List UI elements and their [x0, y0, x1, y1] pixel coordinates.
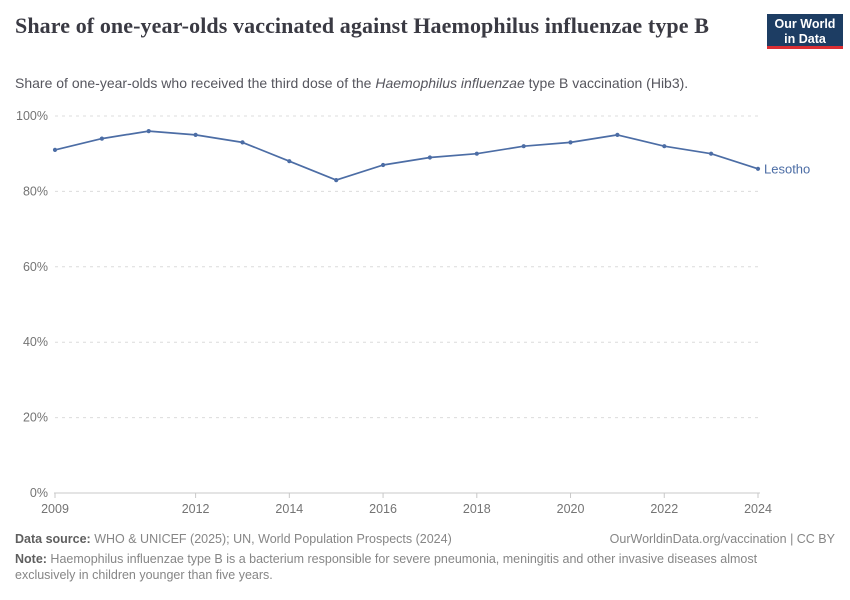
y-axis-tick-label: 100% [16, 109, 48, 123]
data-source: Data source: WHO & UNICEF (2025); UN, Wo… [15, 531, 452, 547]
data-point[interactable] [146, 129, 151, 134]
owid-url-link[interactable]: OurWorldinData.org/vaccination | CC BY [609, 532, 835, 546]
chart-subtitle-text-2: type B vaccination (Hib3). [524, 75, 689, 91]
y-axis-tick-label: 0% [30, 486, 48, 500]
x-axis-tick-label: 2014 [275, 502, 303, 516]
y-axis-tick-label: 60% [23, 260, 48, 274]
data-line[interactable] [54, 130, 759, 181]
data-point[interactable] [334, 178, 339, 183]
data-point[interactable] [193, 132, 198, 137]
chart-subtitle: Share of one-year-olds who received the … [15, 74, 775, 92]
y-axis-tick-label: 80% [23, 184, 48, 198]
x-axis-tick-label: 2009 [41, 502, 69, 516]
data-point[interactable] [521, 144, 526, 149]
data-point[interactable] [427, 155, 432, 160]
data-point[interactable] [287, 159, 292, 164]
chart-subtitle-italic: Haemophilus influenzae [375, 75, 525, 91]
x-axis-tick-label: 2022 [650, 502, 678, 516]
data-point[interactable] [568, 140, 573, 145]
data-point[interactable] [709, 151, 714, 156]
y-axis-tick-label: 40% [23, 335, 48, 349]
owid-logo-line2: in Data [784, 32, 826, 46]
chart-subtitle-text: Share of one-year-olds who received the … [15, 75, 376, 91]
x-axis-tick-label: 2012 [182, 502, 210, 516]
data-point[interactable] [615, 132, 620, 137]
x-axis-tick-label: 2020 [557, 502, 585, 516]
data-point[interactable] [474, 151, 479, 156]
data-point[interactable] [52, 147, 58, 152]
chart-title: Share of one-year-olds vaccinated agains… [15, 13, 709, 38]
y-axis-tick-label: 20% [23, 411, 48, 425]
data-point[interactable] [99, 136, 104, 141]
data-point[interactable] [240, 140, 245, 145]
data-source-label: Data source: [15, 532, 91, 546]
x-axis-tick-label: 2016 [369, 502, 397, 516]
x-axis-tick-label: 2024 [744, 502, 772, 516]
x-axis-tick-label: 2018 [463, 502, 491, 516]
owid-logo[interactable]: Our World in Data [767, 14, 843, 49]
chart-note-text: Haemophilus influenzae type B is a bacte… [15, 552, 758, 582]
series-label[interactable]: Lesotho [764, 161, 810, 176]
chart-note: Note: Haemophilus influenzae type B is a… [15, 551, 760, 583]
data-source-text: WHO & UNICEF (2025); UN, World Populatio… [90, 532, 452, 546]
data-point[interactable] [662, 144, 667, 149]
chart-footer: Data source: WHO & UNICEF (2025); UN, Wo… [15, 531, 835, 583]
data-point[interactable] [755, 166, 761, 171]
owid-logo-line1: Our World [774, 17, 836, 31]
chart-note-label: Note: [15, 552, 47, 566]
data-point[interactable] [381, 162, 386, 168]
